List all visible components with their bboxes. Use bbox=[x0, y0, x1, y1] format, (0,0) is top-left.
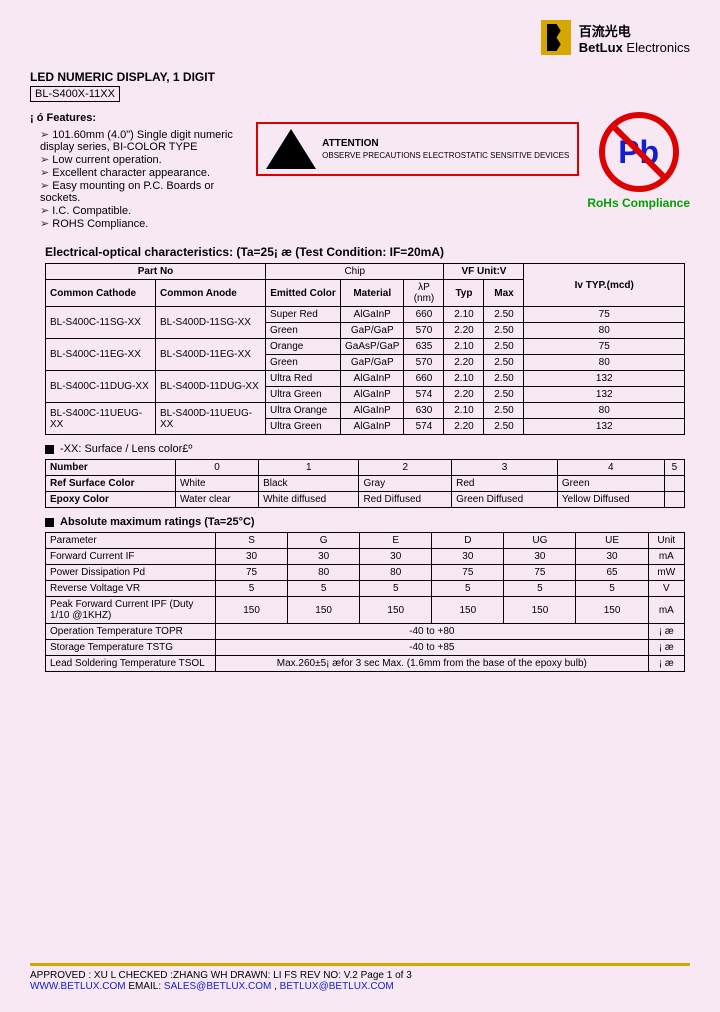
feature-item: I.C. Compatible. bbox=[40, 204, 246, 217]
page-title: LED NUMERIC DISPLAY, 1 DIGIT bbox=[30, 70, 690, 84]
feature-item: Low current operation. bbox=[40, 153, 246, 166]
lens-title: -XX: Surface / Lens color£º bbox=[45, 443, 690, 455]
abs-title: Absolute maximum ratings (Ta=25°C) bbox=[45, 516, 690, 528]
abs-table: ParameterSGEDUGUEUnitForward Current IF3… bbox=[45, 532, 685, 672]
feature-item: ROHS Compliance. bbox=[40, 217, 246, 230]
features-row: ¡ ó Features: 101.60mm (4.0") Single dig… bbox=[30, 112, 690, 230]
esd-triangle-icon bbox=[266, 129, 316, 169]
rohs-label: RoHs Compliance bbox=[587, 196, 690, 210]
footer: APPROVED : XU L CHECKED :ZHANG WH DRAWN:… bbox=[30, 963, 690, 992]
footer-approvals: APPROVED : XU L CHECKED :ZHANG WH DRAWN:… bbox=[30, 970, 690, 981]
email-link[interactable]: SALES@BETLUX.COM bbox=[164, 981, 271, 992]
part-number: BL-S400X-11XX bbox=[30, 86, 120, 102]
rohs-block: Pb RoHs Compliance bbox=[587, 112, 690, 210]
feature-item: Easy mounting on P.C. Boards or sockets. bbox=[40, 179, 246, 204]
esd-text: ATTENTION OBSERVE PRECAUTIONS ELECTROSTA… bbox=[322, 138, 569, 160]
header: 百流光电 BetLux Electronics bbox=[30, 20, 690, 55]
bullet-icon bbox=[45, 445, 54, 454]
features-block: ¡ ó Features: 101.60mm (4.0") Single dig… bbox=[30, 112, 246, 230]
features-list: 101.60mm (4.0") Single digit numeric dis… bbox=[30, 128, 246, 230]
footer-links: WWW.BETLUX.COM EMAIL: SALES@BETLUX.COM ,… bbox=[30, 981, 690, 992]
feature-item: Excellent character appearance. bbox=[40, 166, 246, 179]
lens-table: Number012345Ref Surface ColorWhiteBlackG… bbox=[45, 459, 685, 508]
email-link[interactable]: BETLUX@BETLUX.COM bbox=[280, 981, 394, 992]
logo-icon bbox=[541, 20, 571, 55]
no-lead-icon: Pb bbox=[599, 112, 679, 192]
elec-opt-title: Electrical-optical characteristics: (Ta=… bbox=[45, 245, 690, 259]
bullet-icon bbox=[45, 518, 54, 527]
company-en: BetLux Electronics bbox=[579, 40, 690, 55]
features-label: ¡ ó Features: bbox=[30, 112, 246, 124]
website-link[interactable]: WWW.BETLUX.COM bbox=[30, 981, 126, 992]
company-cn: 百流光电 bbox=[579, 21, 690, 40]
elec-opt-table: Part No Chip VF Unit:V Iv TYP.(mcd) Comm… bbox=[45, 263, 685, 435]
esd-warning: ATTENTION OBSERVE PRECAUTIONS ELECTROSTA… bbox=[256, 122, 579, 176]
company-logo: 百流光电 BetLux Electronics bbox=[541, 20, 690, 55]
feature-item: 101.60mm (4.0") Single digit numeric dis… bbox=[40, 128, 246, 153]
